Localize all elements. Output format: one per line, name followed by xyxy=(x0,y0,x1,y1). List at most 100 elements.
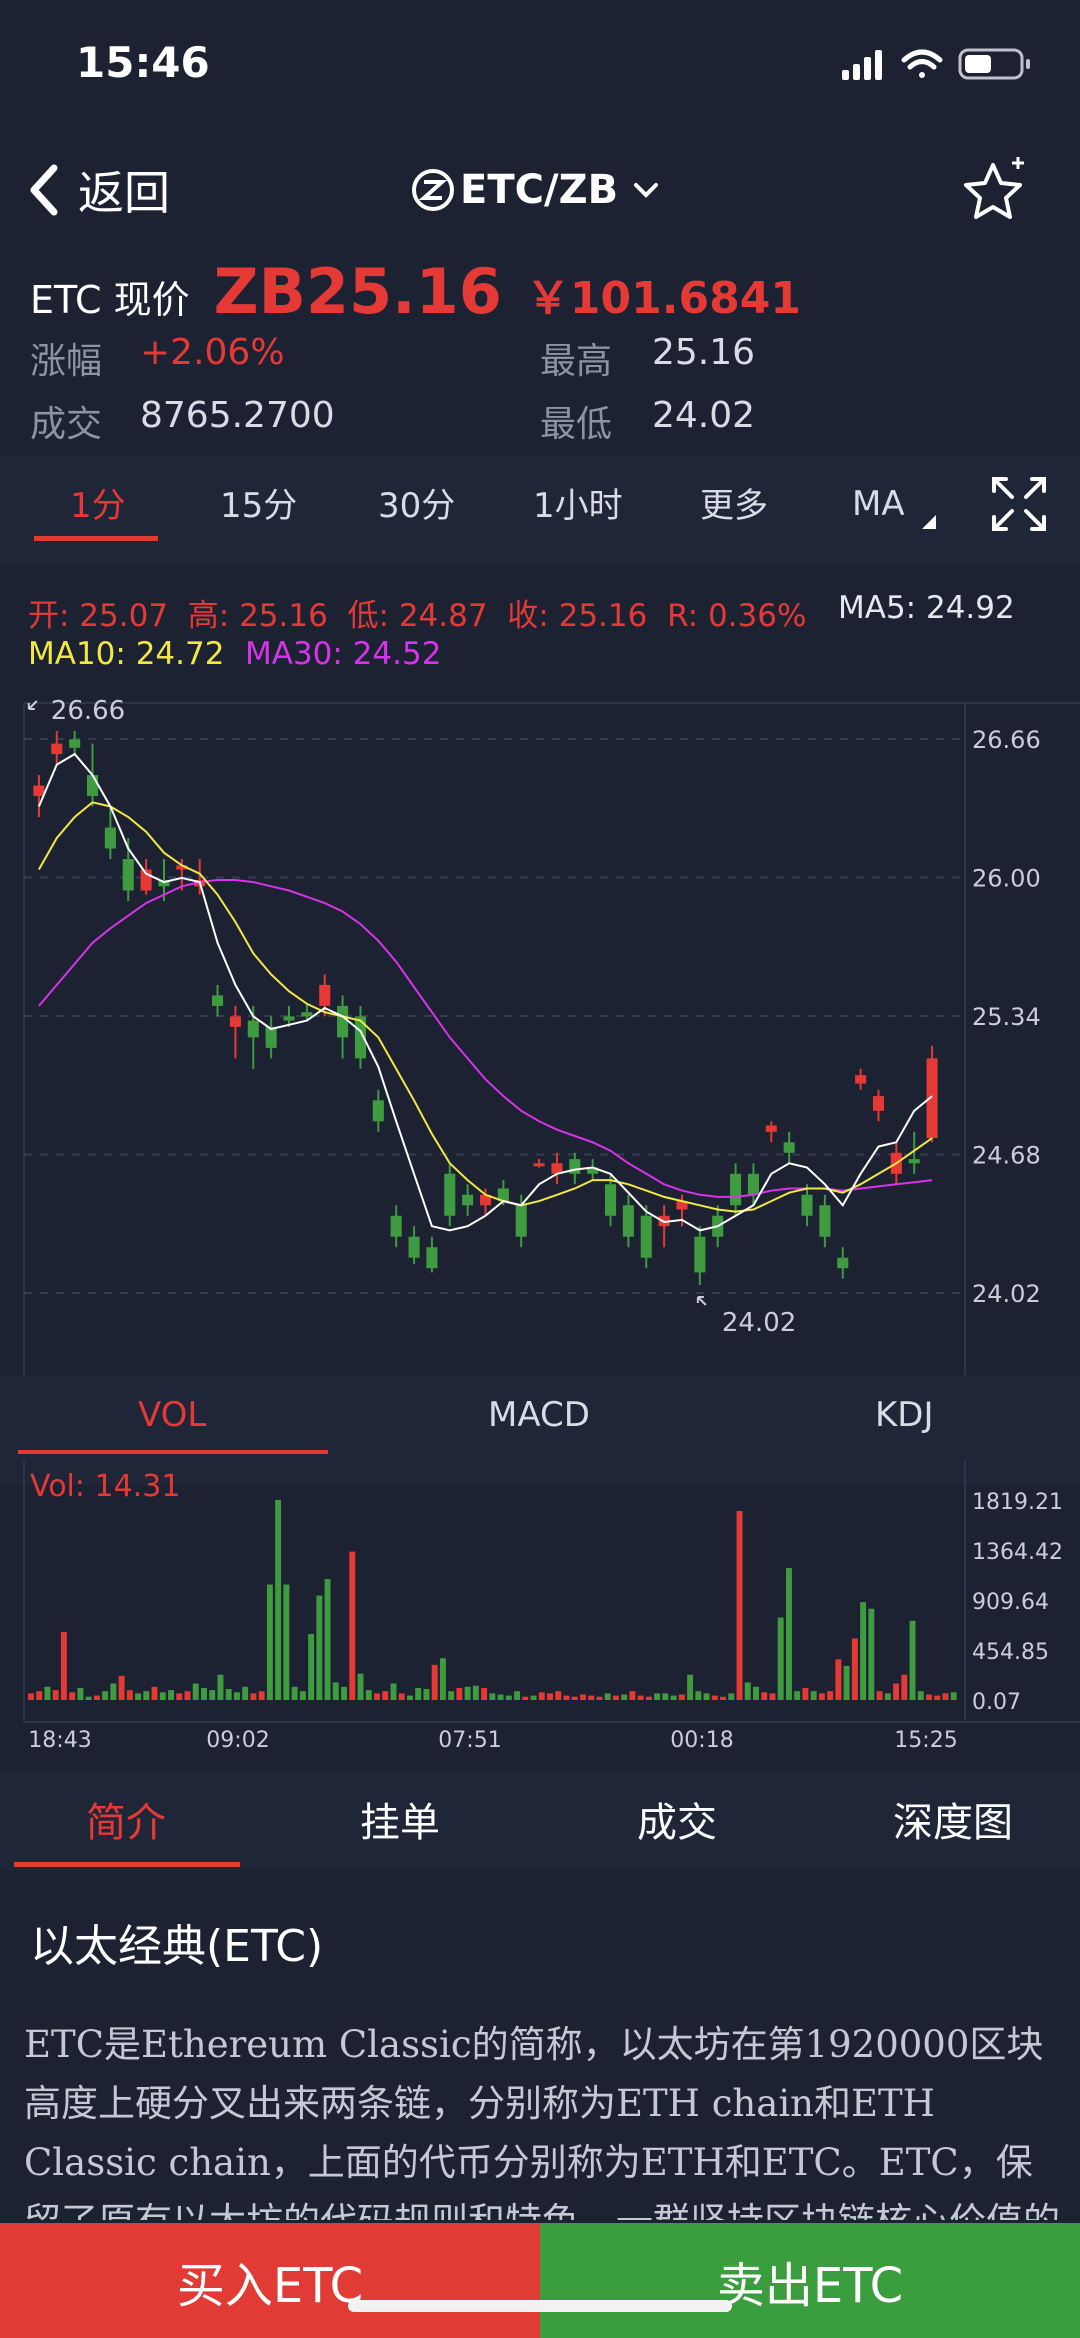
min-arrow-icon xyxy=(696,1296,707,1306)
volume-chart[interactable]: Vol: 14.31 1819.21 1364.42 909.64 454.85 0.07… xyxy=(0,1460,1080,1750)
candle-body xyxy=(319,984,331,1006)
volume-bar xyxy=(604,1693,611,1700)
volume-bar xyxy=(324,1579,331,1700)
candle-body xyxy=(640,1215,652,1258)
candle-body xyxy=(605,1184,617,1216)
candle-body xyxy=(462,1194,474,1206)
current-price: ZB25.16 xyxy=(213,255,502,328)
volume-bar xyxy=(538,1692,545,1700)
volume-bar xyxy=(827,1691,834,1700)
volume-bar xyxy=(69,1692,76,1700)
volume-bar xyxy=(299,1691,306,1700)
volume-bar xyxy=(332,1682,339,1700)
candle-body xyxy=(354,1016,366,1059)
cny-price: ￥101.6841 xyxy=(525,273,801,324)
home-indicator xyxy=(348,2300,732,2312)
candle-body xyxy=(533,1163,545,1167)
candle-body xyxy=(515,1205,527,1237)
candle-body xyxy=(337,1005,349,1038)
volume-bar xyxy=(192,1683,199,1700)
tab-vol[interactable]: VOL xyxy=(138,1395,207,1435)
candle-body xyxy=(765,1125,777,1132)
pair-selector[interactable]: ETC/ZB xyxy=(410,160,660,220)
x-tick-label: 07:51 xyxy=(438,1728,501,1750)
tab-1hour[interactable]: 1小时 xyxy=(533,486,623,526)
volume-bar xyxy=(439,1658,446,1700)
volume-bar xyxy=(942,1693,949,1700)
candle-body xyxy=(497,1188,509,1202)
volume-bar xyxy=(769,1693,776,1700)
volume-bar xyxy=(126,1690,133,1700)
volume-bar xyxy=(794,1691,801,1700)
tab-more[interactable]: 更多 xyxy=(700,486,768,526)
vol-tick-label: 1364.42 xyxy=(972,1540,1063,1565)
volume-bar xyxy=(901,1674,908,1700)
volume-bar xyxy=(547,1693,553,1700)
volume-bar xyxy=(151,1686,158,1700)
volume-bar xyxy=(860,1602,867,1700)
period-underline xyxy=(34,536,158,541)
low-label: 最低 xyxy=(540,404,613,445)
volume-bar xyxy=(44,1686,51,1700)
volume-bar xyxy=(489,1693,496,1700)
candle-body xyxy=(872,1096,885,1111)
volume-bar xyxy=(654,1693,661,1700)
volume-bar xyxy=(60,1631,67,1700)
buy-button[interactable]: 买入ETC xyxy=(0,2223,540,2338)
volume-bar xyxy=(415,1687,422,1700)
y-tick-label: 25.34 xyxy=(972,1003,1041,1031)
candle-body xyxy=(408,1236,420,1258)
tab-macd[interactable]: MACD xyxy=(488,1395,590,1435)
tab-30min[interactable]: 30分 xyxy=(378,486,456,526)
volume-bar xyxy=(308,1634,315,1700)
tab-15min[interactable]: 15分 xyxy=(220,486,298,526)
sell-button[interactable]: 卖出ETC xyxy=(540,2223,1080,2338)
tab-kdj[interactable]: KDJ xyxy=(875,1395,934,1435)
back-button[interactable]: 返回 xyxy=(24,160,170,220)
candle-body xyxy=(819,1205,831,1237)
volume-bar xyxy=(563,1695,570,1700)
candlestick-chart[interactable]: 26.66 26.00 25.34 24.68 24.02 26.66 24.02 xyxy=(0,660,1080,1375)
volume-bar xyxy=(926,1694,932,1700)
volume-bar xyxy=(497,1694,504,1700)
volume-bar xyxy=(612,1695,619,1700)
volume-bar xyxy=(448,1691,455,1700)
volume-bar xyxy=(250,1693,257,1700)
fullscreen-icon[interactable] xyxy=(990,475,1048,533)
volume-bar xyxy=(176,1693,183,1700)
volume-bar xyxy=(481,1687,488,1700)
volume-bar xyxy=(645,1696,652,1700)
tab-1min[interactable]: 1分 xyxy=(70,486,126,526)
volume-bar xyxy=(406,1695,413,1700)
tab-ma[interactable]: MA xyxy=(852,484,905,524)
favorite-star-icon[interactable] xyxy=(960,155,1030,225)
signal-icon xyxy=(842,50,882,80)
candle-body xyxy=(837,1257,849,1269)
volume-bar xyxy=(703,1693,710,1700)
volume-bar xyxy=(209,1690,216,1700)
volume-bar xyxy=(720,1696,727,1700)
volume-bar xyxy=(851,1638,858,1700)
tab-trades[interactable]: 成交 xyxy=(637,1800,717,1846)
volume-bar xyxy=(637,1695,644,1700)
volume-bar xyxy=(110,1683,117,1700)
info-underline xyxy=(14,1862,240,1867)
volume-bar xyxy=(810,1691,817,1700)
volume-bar xyxy=(390,1683,397,1700)
vol-tick-label: 909.64 xyxy=(972,1590,1049,1615)
candle-body xyxy=(33,785,45,797)
tab-orders[interactable]: 挂单 xyxy=(360,1800,440,1846)
info-tabs xyxy=(0,1770,1080,1870)
volume-bar xyxy=(357,1673,364,1700)
tab-depth[interactable]: 深度图 xyxy=(893,1800,1013,1846)
ohlc-legend: 开: 25.07 高: 25.16 低: 24.87 收: 25.16 R: 0… xyxy=(28,590,806,635)
volume-bar xyxy=(744,1682,751,1700)
change-label: 涨幅 xyxy=(30,341,103,382)
volume-bar xyxy=(77,1687,84,1700)
volume-bar xyxy=(884,1693,891,1700)
candle-body xyxy=(622,1205,634,1237)
candle-body xyxy=(479,1194,492,1206)
volume-bar xyxy=(365,1690,372,1700)
tab-intro[interactable]: 简介 xyxy=(86,1800,166,1846)
y-tick-label: 24.02 xyxy=(972,1280,1041,1308)
